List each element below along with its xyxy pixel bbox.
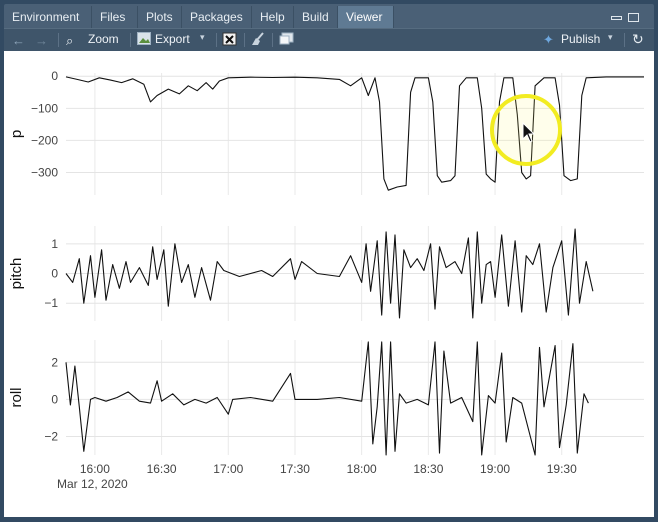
y-tick-label: −200 — [31, 133, 58, 147]
x-tick-label: 18:30 — [413, 462, 443, 476]
tab-files[interactable]: Files — [92, 6, 138, 28]
new-window-icon[interactable] — [279, 32, 294, 48]
x-tick-label: 17:00 — [213, 462, 243, 476]
toolbar-separator — [272, 33, 273, 47]
series-line-roll — [65, 341, 589, 456]
x-axis: 16:00 16:30 17:00 17:30 18:00 18:30 19:00 19:30… — [57, 462, 577, 491]
tab-help[interactable]: Help — [252, 6, 294, 28]
y-tick-label: 0 — [51, 69, 58, 83]
series-line-pitch — [65, 228, 594, 319]
tab-environment[interactable]: Environment — [4, 6, 92, 28]
toolbar-separator — [58, 33, 59, 47]
y-tick-label: −100 — [31, 101, 58, 115]
y-tick-label: −2 — [44, 429, 58, 443]
toolbar-separator — [624, 33, 625, 47]
x-tick-label: 19:00 — [480, 462, 510, 476]
tab-build[interactable]: Build — [294, 6, 338, 28]
x-tick-label: 16:30 — [147, 462, 177, 476]
x-tick-label: 18:00 — [347, 462, 377, 476]
chart: 0 −100 −200 −300 p 1 0 −1 pitch 2 0 −2 roll 16:00 16:3… — [8, 69, 644, 491]
clear-icon[interactable] — [222, 32, 237, 49]
forward-arrow-icon[interactable]: → — [35, 33, 48, 48]
maximize-icon[interactable] — [628, 13, 639, 22]
series-line-p — [65, 76, 644, 191]
export-icon[interactable] — [137, 32, 151, 48]
minimize-icon[interactable] — [611, 16, 622, 20]
publish-button[interactable]: Publish — [561, 32, 601, 46]
toolbar-separator — [244, 33, 245, 47]
viewer-toolbar: ← → ⌕ Zoom Export ▾ ✦ Publish ▾ ↻ — [4, 28, 654, 51]
mouse-cursor-icon — [522, 121, 536, 143]
toolbar-separator — [216, 33, 217, 47]
y-axis-label: pitch — [8, 258, 25, 290]
y-tick-label: 2 — [51, 355, 58, 369]
zoom-button[interactable]: Zoom — [88, 32, 119, 46]
back-arrow-icon[interactable]: ← — [12, 33, 25, 48]
x-tick-label: 17:30 — [280, 462, 310, 476]
chevron-down-icon[interactable]: ▾ — [608, 32, 613, 42]
y-axis-label: roll — [8, 387, 25, 407]
y-axis-label: p — [8, 130, 25, 138]
tab-packages[interactable]: Packages — [182, 6, 252, 28]
x-tick-label: 19:30 — [547, 462, 577, 476]
x-date-label: Mar 12, 2020 — [57, 477, 128, 491]
x-tick-label: 16:00 — [80, 462, 110, 476]
y-tick-label: 1 — [51, 237, 58, 251]
y-tick-label: −1 — [44, 296, 58, 310]
zoom-icon[interactable]: ⌕ — [66, 33, 74, 48]
panel-pitch: 1 0 −1 pitch — [8, 226, 644, 321]
tab-plots[interactable]: Plots — [138, 6, 182, 28]
export-button[interactable]: Export — [155, 32, 190, 46]
panel-p: 0 −100 −200 −300 p — [8, 69, 644, 195]
panel-roll: 2 0 −2 roll — [8, 340, 644, 456]
viewer-content: 0 −100 −200 −300 p 1 0 −1 pitch 2 0 −2 roll 16:00 16:3… — [4, 51, 654, 517]
y-tick-label: 0 — [51, 392, 58, 406]
broom-icon[interactable] — [250, 32, 266, 49]
y-tick-label: 0 — [51, 267, 58, 281]
tab-viewer[interactable]: Viewer — [338, 6, 394, 28]
chevron-down-icon[interactable]: ▾ — [200, 32, 205, 42]
pane-tabbar: Environment Files Plots Packages Help Bu… — [4, 4, 654, 28]
toolbar-separator — [130, 33, 131, 47]
publish-icon[interactable]: ✦ — [543, 32, 554, 47]
refresh-icon[interactable]: ↻ — [632, 31, 644, 47]
y-tick-label: −300 — [31, 166, 58, 180]
